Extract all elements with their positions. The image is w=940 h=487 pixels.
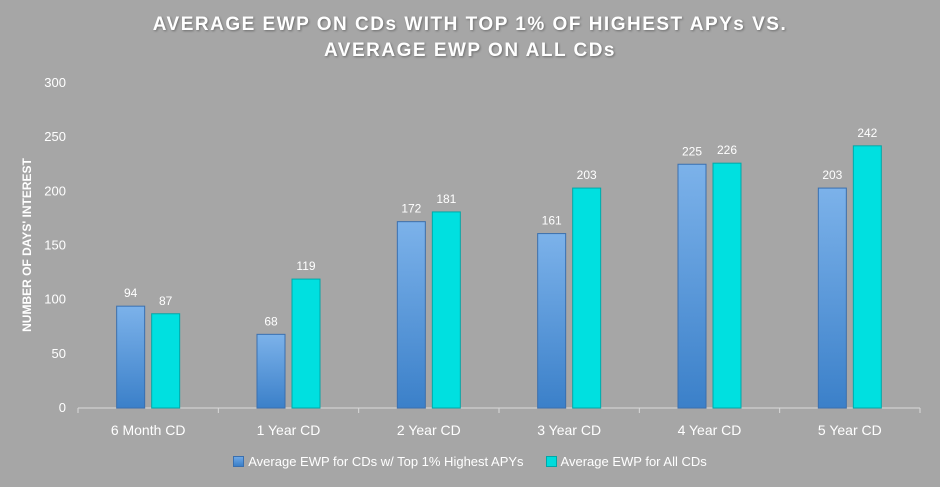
y-tick-label: 0 bbox=[59, 400, 66, 415]
data-label-series-1: 68 bbox=[264, 314, 278, 328]
bar-series-1 bbox=[537, 233, 567, 409]
bar-series-1 bbox=[256, 333, 286, 409]
legend-label-series-2: Average EWP for All CDs bbox=[560, 454, 707, 469]
legend-item-series-1: Average EWP for CDs w/ Top 1% Highest AP… bbox=[233, 454, 524, 469]
chart-title-line-2: AVERAGE EWP ON ALL CDs bbox=[324, 40, 616, 61]
x-tick-label: 2 Year CD bbox=[397, 422, 461, 438]
data-label-series-2: 203 bbox=[577, 168, 597, 182]
bar-series-1 bbox=[396, 221, 426, 409]
x-tick-label: 6 Month CD bbox=[111, 422, 186, 438]
bar-series-1 bbox=[116, 305, 146, 409]
bar-series-2 bbox=[151, 313, 181, 409]
y-tick-label: 150 bbox=[44, 238, 66, 253]
bar-series-1 bbox=[677, 163, 707, 409]
data-label-series-2: 87 bbox=[159, 294, 173, 308]
data-label-series-1: 203 bbox=[822, 168, 842, 182]
bar-series-2 bbox=[852, 145, 882, 409]
bar-series-2 bbox=[291, 278, 321, 409]
bar-series-2 bbox=[431, 211, 461, 409]
data-label-series-2: 181 bbox=[436, 192, 456, 206]
x-tick-label: 5 Year CD bbox=[818, 422, 882, 438]
y-tick-label: 250 bbox=[44, 129, 66, 144]
x-tick-label: 3 Year CD bbox=[537, 422, 601, 438]
legend-swatch-series-1 bbox=[233, 456, 245, 467]
data-label-series-1: 94 bbox=[124, 286, 138, 300]
x-tick-label: 1 Year CD bbox=[257, 422, 321, 438]
data-label-series-2: 226 bbox=[717, 143, 737, 157]
data-label-series-1: 161 bbox=[542, 214, 562, 228]
legend: Average EWP for CDs w/ Top 1% Highest AP… bbox=[0, 454, 940, 469]
bar-series-1 bbox=[817, 187, 847, 409]
y-tick-label: 200 bbox=[44, 183, 66, 198]
y-tick-label: 300 bbox=[44, 75, 66, 90]
y-tick-label: 100 bbox=[44, 292, 66, 307]
bar-series-2 bbox=[712, 162, 742, 409]
bar-series-2 bbox=[572, 187, 602, 409]
data-label-series-2: 119 bbox=[296, 259, 315, 273]
data-label-series-1: 172 bbox=[401, 202, 421, 216]
legend-label-series-1: Average EWP for CDs w/ Top 1% Highest AP… bbox=[248, 454, 524, 469]
data-label-series-1: 225 bbox=[682, 144, 702, 158]
legend-swatch-series-2 bbox=[545, 456, 557, 467]
data-label-series-2: 242 bbox=[857, 126, 877, 140]
chart-title-line-1: AVERAGE EWP ON CDs WITH TOP 1% OF HIGHES… bbox=[152, 14, 788, 35]
y-tick-label: 50 bbox=[52, 346, 66, 361]
legend-item-series-2: Average EWP for All CDs bbox=[545, 454, 707, 469]
x-tick-label: 4 Year CD bbox=[678, 422, 742, 438]
